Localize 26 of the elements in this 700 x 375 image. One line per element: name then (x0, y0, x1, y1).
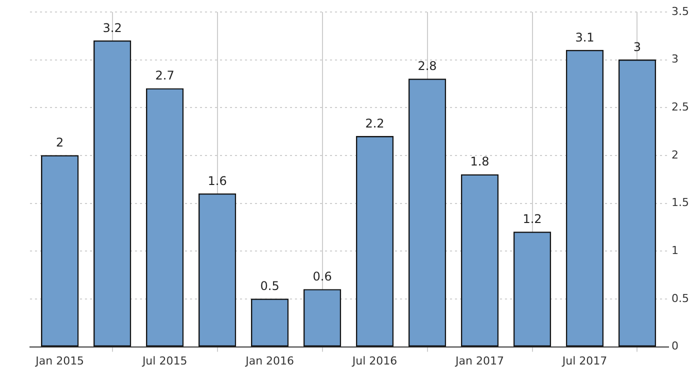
y-tick-label: 2 (672, 148, 679, 162)
data-label: 3.2 (102, 20, 122, 35)
y-tick-label: 3 (672, 52, 679, 66)
data-label: 3 (633, 40, 642, 54)
x-tick-label: Jan 2015 (34, 354, 84, 368)
y-tick-label: 2.5 (672, 100, 690, 114)
data-label: 0.6 (312, 270, 332, 284)
data-label: 2.8 (418, 59, 437, 74)
data-label: 2.7 (155, 68, 174, 83)
x-tick-label: Jul 2016 (351, 354, 398, 368)
data-label: 2 (56, 136, 64, 150)
data-label: 3.1 (575, 30, 594, 44)
data-label: 1.6 (208, 174, 227, 188)
x-tick-label: Jan 2017 (454, 354, 504, 368)
x-tick-label: Jul 2015 (141, 354, 188, 368)
y-tick-label: 0 (672, 340, 679, 353)
y-tick-label: 1 (672, 244, 679, 257)
x-tick-label: Jan 2016 (244, 354, 294, 368)
y-tick-label: 3.5 (672, 4, 690, 18)
data-label: 1.2 (522, 212, 542, 226)
data-label: 0.5 (260, 279, 280, 294)
data-label: 1.8 (470, 154, 490, 169)
y-tick-label: 0.5 (672, 292, 690, 305)
y-tick-label: 1.5 (672, 196, 690, 210)
x-tick-label: Jul 2017 (561, 354, 608, 368)
data-label: 2.2 (365, 116, 384, 130)
